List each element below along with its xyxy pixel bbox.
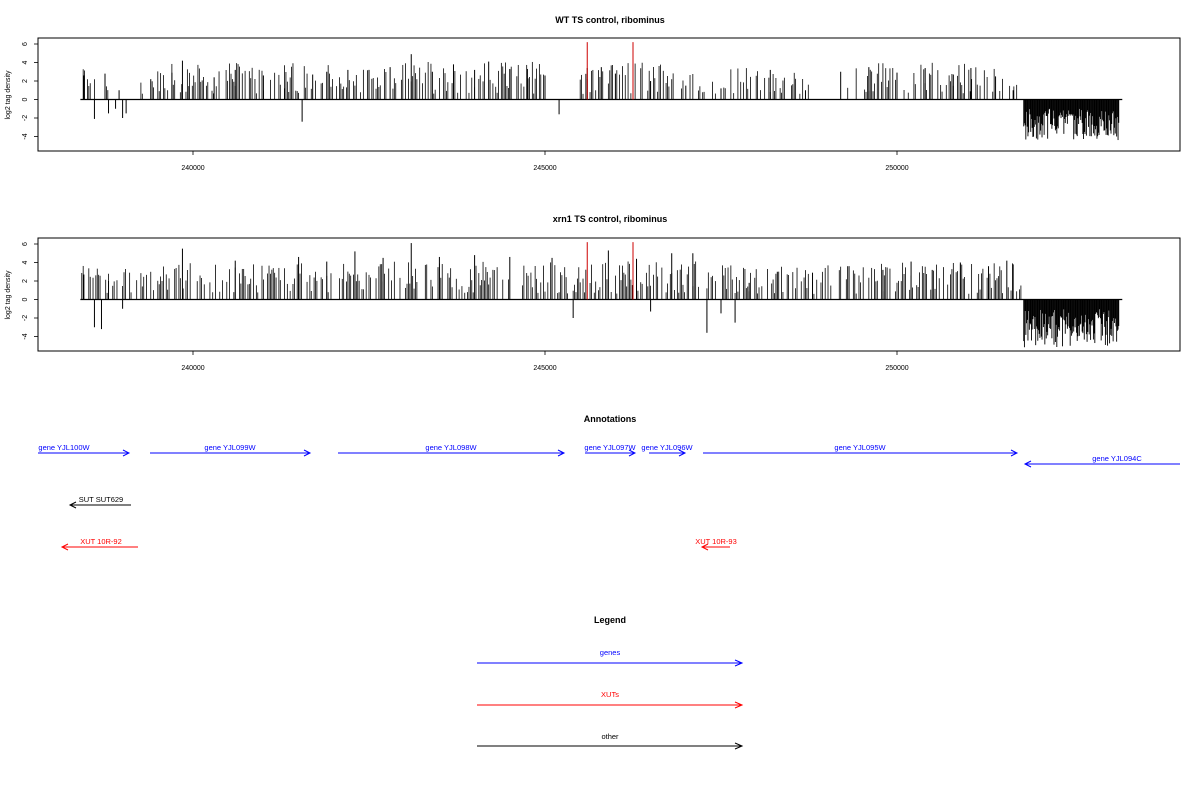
gene-yjl098w[interactable]: gene YJL098W bbox=[338, 443, 566, 457]
wt-y-axis: 6 4 2 0 -2 -4 bbox=[22, 42, 39, 140]
arrow-head-icon bbox=[303, 449, 312, 457]
legend: Legend genes XUTs other bbox=[477, 615, 744, 750]
gene-yjl097w[interactable]: gene YJL097W bbox=[584, 443, 637, 457]
wt-data-bars bbox=[80, 42, 1123, 141]
xrn1-xtick-label: 250000 bbox=[885, 365, 908, 372]
xut-label: XUT 10R-93 bbox=[695, 537, 737, 546]
wt-ylabel: log2 tag density bbox=[5, 70, 12, 120]
wt-xtick-label: 245000 bbox=[533, 165, 556, 172]
wt-ytick-label: 2 bbox=[22, 79, 29, 83]
wt-ytick-label: -2 bbox=[22, 115, 29, 121]
wt-xtick-label: 240000 bbox=[181, 165, 204, 172]
xrn1-ytick-label: 4 bbox=[22, 260, 29, 264]
arrow-head-icon bbox=[557, 449, 566, 457]
wt-xtick-label: 250000 bbox=[885, 165, 908, 172]
legend-label: XUTs bbox=[601, 690, 619, 699]
gene-label: gene YJL096W bbox=[641, 443, 693, 452]
gene-yjl100w[interactable]: gene YJL100W bbox=[38, 443, 131, 457]
wt-panel: WT TS control, ribominus log2 tag densit… bbox=[5, 15, 1181, 172]
gene-yjl099w[interactable]: gene YJL099W bbox=[150, 443, 312, 457]
gene-label: gene YJL100W bbox=[38, 443, 90, 452]
xrn1-ytick-label: 6 bbox=[22, 242, 29, 246]
legend-item-genes: genes bbox=[477, 648, 744, 667]
arrow-head-icon bbox=[1023, 460, 1032, 468]
xrn1-xtick-label: 245000 bbox=[533, 365, 556, 372]
gene-label: gene YJL099W bbox=[204, 443, 256, 452]
gene-label: gene YJL098W bbox=[425, 443, 477, 452]
arrow-head-icon bbox=[734, 701, 744, 709]
legend-label: other bbox=[601, 732, 619, 741]
arrow-head-icon bbox=[700, 543, 709, 551]
wt-x-axis: 240000 245000 250000 bbox=[181, 151, 909, 172]
xrn1-plot-frame bbox=[37, 237, 1181, 352]
arrow-head-icon bbox=[60, 543, 69, 551]
xrn1-ylabel: log2 tag density bbox=[5, 270, 12, 320]
wt-ytick-label: 6 bbox=[22, 42, 29, 46]
xrn1-ytick-label: -2 bbox=[22, 315, 29, 321]
gene-yjl095w[interactable]: gene YJL095W bbox=[703, 443, 1019, 457]
arrow-head-icon bbox=[678, 449, 687, 457]
annotations-title: Annotations bbox=[584, 414, 637, 424]
wt-plot-frame bbox=[37, 37, 1181, 152]
wt-title: WT TS control, ribominus bbox=[555, 15, 665, 25]
arrow-head-icon bbox=[68, 501, 77, 509]
xrn1-y-axis: 6 4 2 0 -2 -4 bbox=[22, 242, 39, 340]
xrn1-panel: xrn1 TS control, ribominus log2 tag dens… bbox=[5, 214, 1181, 372]
arrow-head-icon bbox=[1010, 449, 1019, 457]
xrn1-data-bars bbox=[80, 242, 1123, 348]
legend-label: genes bbox=[600, 648, 621, 657]
wt-ytick-label: -4 bbox=[22, 133, 29, 139]
xrn1-x-axis: 240000 245000 250000 bbox=[181, 351, 909, 372]
other-label: SUT SUT629 bbox=[79, 495, 123, 504]
gene-yjl094c[interactable]: gene YJL094C bbox=[1023, 454, 1180, 468]
gene-label: gene YJL095W bbox=[834, 443, 886, 452]
xrn1-xtick-label: 240000 bbox=[181, 365, 204, 372]
xut-10r-93[interactable]: XUT 10R-93 bbox=[695, 537, 737, 551]
arrow-head-icon bbox=[122, 449, 131, 457]
legend-item-xuts: XUTs bbox=[477, 690, 744, 709]
xrn1-title: xrn1 TS control, ribominus bbox=[553, 214, 668, 224]
xrn1-ytick-label: 0 bbox=[22, 297, 29, 301]
wt-ytick-label: 0 bbox=[22, 97, 29, 101]
arrow-head-icon bbox=[734, 742, 744, 750]
arrow-head-icon bbox=[734, 659, 744, 667]
wt-ytick-label: 4 bbox=[22, 60, 29, 64]
xut-label: XUT 10R-92 bbox=[80, 537, 122, 546]
gene-label: gene YJL097W bbox=[584, 443, 636, 452]
arrow-head-icon bbox=[628, 449, 637, 457]
gene-yjl096w[interactable]: gene YJL096W bbox=[641, 443, 693, 457]
annotations-track: Annotations gene YJL100W gene YJL099W ge… bbox=[38, 414, 1180, 551]
xrn1-ytick-label: 2 bbox=[22, 279, 29, 283]
xrn1-ytick-label: -4 bbox=[22, 333, 29, 339]
other-sut629[interactable]: SUT SUT629 bbox=[68, 495, 131, 509]
gene-label: gene YJL094C bbox=[1092, 454, 1142, 463]
legend-title: Legend bbox=[594, 615, 626, 625]
legend-item-other: other bbox=[477, 732, 744, 750]
xut-10r-92[interactable]: XUT 10R-92 bbox=[60, 537, 138, 551]
